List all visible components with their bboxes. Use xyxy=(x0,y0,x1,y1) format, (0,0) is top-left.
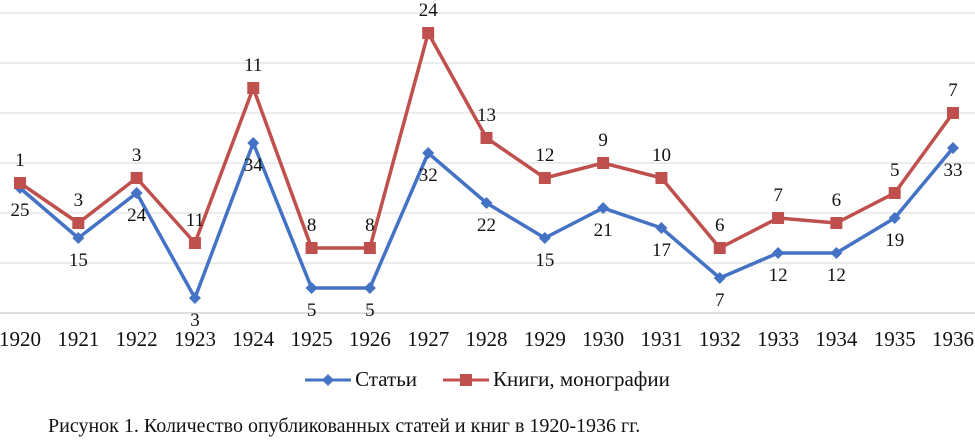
data-label: 12 xyxy=(827,265,846,286)
data-label: 5 xyxy=(890,160,900,181)
x-tick-label: 1921 xyxy=(57,327,99,351)
data-point xyxy=(247,137,260,149)
x-tick-label: 1930 xyxy=(582,327,624,351)
data-label: 11 xyxy=(244,55,262,76)
data-point xyxy=(772,212,785,224)
data-label: 21 xyxy=(594,220,613,241)
data-point xyxy=(655,172,668,184)
data-label: 6 xyxy=(715,215,725,236)
x-tick-label: 1931 xyxy=(640,327,682,351)
x-tick-label: 1924 xyxy=(232,327,275,351)
x-axis-tick-labels: 1920 1921 1922 1923 1924 1925 1926 1927 1928 1929… xyxy=(0,327,974,351)
data-point xyxy=(188,237,201,249)
x-tick-label: 1929 xyxy=(524,327,566,351)
legend-label-articles: Статьи xyxy=(355,367,418,391)
data-point xyxy=(655,222,668,234)
x-tick-label: 1936 xyxy=(932,327,974,351)
data-point xyxy=(947,142,959,154)
data-point xyxy=(538,172,551,184)
data-point xyxy=(772,247,785,259)
data-label: 10 xyxy=(652,145,671,166)
data-point xyxy=(597,157,610,169)
x-tick-label: 1926 xyxy=(349,327,391,351)
data-label: 15 xyxy=(535,250,554,271)
data-point xyxy=(188,292,201,304)
legend-label-books: Книги, монографии xyxy=(493,367,670,391)
x-tick-label: 1920 xyxy=(0,327,41,351)
data-point xyxy=(538,232,551,244)
data-label: 6 xyxy=(832,190,842,211)
x-tick-label: 1927 xyxy=(407,327,449,351)
data-point xyxy=(72,217,85,229)
data-point xyxy=(830,217,843,229)
x-tick-label: 1932 xyxy=(699,327,741,351)
x-tick-label: 1922 xyxy=(116,327,158,351)
data-label: 1 xyxy=(15,150,25,171)
figure-caption: Рисунок 1. Количество опубликованных ста… xyxy=(48,415,641,437)
data-point xyxy=(363,282,376,294)
gridlines xyxy=(0,12,975,314)
data-label: 32 xyxy=(419,165,438,186)
data-label: 11 xyxy=(186,210,204,231)
data-label: 12 xyxy=(769,265,788,286)
data-point xyxy=(888,187,901,199)
data-label: 8 xyxy=(307,215,317,236)
data-label: 9 xyxy=(598,130,608,151)
legend-swatch-books xyxy=(443,373,490,386)
legend-item-books: Книги, монографии xyxy=(443,367,670,392)
data-point xyxy=(422,27,435,39)
data-label: 3 xyxy=(190,310,200,331)
data-label: 24 xyxy=(127,205,147,226)
x-tick-label: 1935 xyxy=(874,327,916,351)
data-point xyxy=(713,272,726,284)
data-point xyxy=(947,107,959,119)
x-tick-label: 1925 xyxy=(291,327,333,351)
data-label: 7 xyxy=(948,80,958,101)
data-label: 5 xyxy=(307,300,317,321)
data-label: 12 xyxy=(535,145,554,166)
data-label: 5 xyxy=(365,300,375,321)
data-point xyxy=(305,282,318,294)
data-point xyxy=(247,82,260,94)
data-label: 24 xyxy=(419,0,439,21)
legend-swatch-articles xyxy=(305,373,352,386)
data-point xyxy=(363,242,376,254)
legend-item-articles: Статьи xyxy=(305,367,417,392)
data-label: 3 xyxy=(74,190,84,211)
legend: Статьи Книги, монографии xyxy=(0,367,975,392)
data-point xyxy=(888,212,901,224)
data-point xyxy=(830,247,843,259)
data-point xyxy=(14,177,26,189)
x-tick-label: 1934 xyxy=(815,327,858,351)
data-label: 3 xyxy=(132,145,142,166)
data-point xyxy=(72,232,85,244)
data-point xyxy=(480,197,493,209)
x-tick-label: 1933 xyxy=(757,327,799,351)
data-label: 34 xyxy=(244,155,264,176)
data-point xyxy=(130,172,143,184)
data-point xyxy=(597,202,610,214)
data-point xyxy=(130,187,143,199)
data-label: 17 xyxy=(652,240,671,261)
data-label: 25 xyxy=(11,200,30,221)
data-point xyxy=(422,147,435,159)
x-tick-label: 1928 xyxy=(466,327,508,351)
data-label: 19 xyxy=(885,230,904,251)
data-point xyxy=(713,242,726,254)
data-label: 7 xyxy=(773,185,783,206)
data-point xyxy=(480,132,493,144)
data-label: 13 xyxy=(477,105,496,126)
line-chart: 1920 1921 1922 1923 1924 1925 1926 1927 1928 1929… xyxy=(0,0,975,351)
data-point xyxy=(305,242,318,254)
data-label: 7 xyxy=(715,290,725,311)
data-label: 22 xyxy=(477,215,496,236)
data-label: 15 xyxy=(69,250,88,271)
x-tick-label: 1923 xyxy=(174,327,216,351)
data-label: 8 xyxy=(365,215,375,236)
data-label: 33 xyxy=(944,160,963,181)
